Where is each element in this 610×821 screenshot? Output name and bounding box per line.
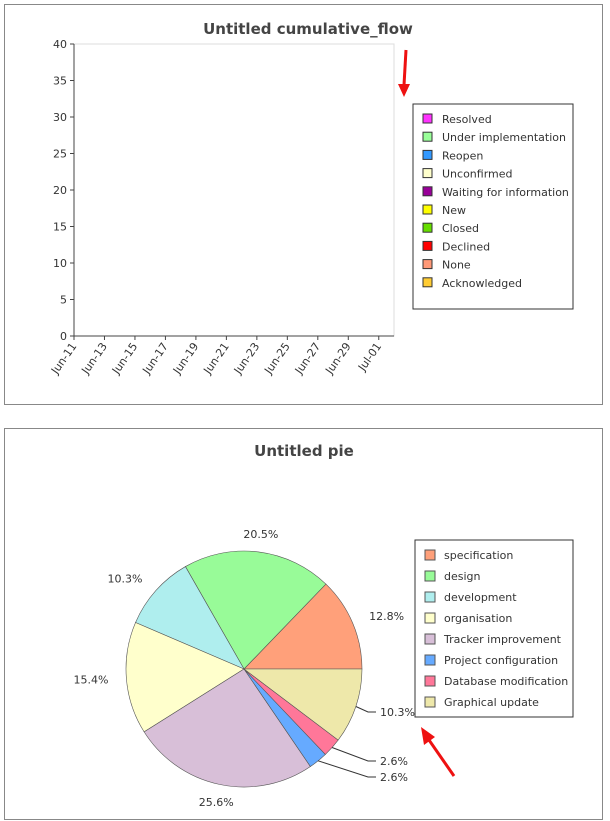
y-tick-label: 35 [53, 75, 67, 88]
legend-label-reopen: Reopen [442, 149, 483, 162]
arrow-head [398, 84, 410, 97]
legend-box [414, 539, 574, 718]
legend-box [412, 103, 574, 310]
legend-swatch-tracker-improvement [424, 633, 436, 645]
x-tick-label: Jun-15 [109, 340, 140, 377]
pie-label-specification: 12.8% [369, 610, 404, 623]
legend-swatch-acknowledged [422, 277, 433, 288]
legend-swatch-none [422, 259, 433, 270]
y-tick-label: 40 [53, 38, 67, 51]
legend-label-database-modification: Database modification [444, 675, 568, 688]
pie-slice-specification [243, 583, 363, 670]
arrow-head [421, 727, 435, 745]
x-tick-label: Jun-11 [48, 340, 79, 377]
legend-label-design: design [444, 570, 481, 583]
x-tick-label: Jun-29 [322, 340, 353, 377]
y-tick-label: 15 [53, 221, 67, 234]
legend-label-specification: specification [444, 549, 513, 562]
pie-slices [125, 550, 363, 788]
legend-swatch-under-implementation [422, 131, 433, 142]
legend-swatch-closed [422, 222, 433, 233]
x-tick-label: Jun-25 [261, 340, 292, 377]
annotation-arrow [398, 49, 410, 97]
chart-title: Untitled cumulative_flow [203, 20, 413, 38]
leader-line [317, 760, 376, 778]
pie-slice-design [185, 550, 327, 670]
legend-label-new: New [442, 204, 466, 217]
legend-swatch-unconfirmed [422, 168, 433, 179]
arrow-shaft [402, 49, 408, 86]
pie-label-design: 20.5% [243, 528, 278, 541]
axes: 0 5 10 15 20 25 30 35 40 Jun-11 Jun-13 Jun-15 Jun-17… [48, 38, 395, 377]
pie-slice-organisation [125, 622, 245, 733]
legend-label-none: None [442, 259, 471, 272]
legend-swatch-development [424, 591, 436, 603]
arrow-shaft [427, 739, 456, 777]
y-tick-label: 5 [60, 294, 67, 307]
legend-swatch-project-configuration [424, 654, 436, 666]
annotation-arrow [421, 727, 456, 777]
y-tick-label: 0 [60, 330, 67, 343]
pie-label-database-modification: 2.6% [380, 755, 408, 768]
pie-label-tracker-improvement: 25.6% [199, 796, 234, 809]
legend: Resolved Under implementation Reopen Unconf… [412, 103, 574, 310]
pie-labels: 12.8% 20.5% 10.3% 15.4% 25.6% 2.6% 2.6% 10.3% [73, 528, 414, 809]
pie-slice-development [135, 566, 245, 670]
pie-label-development: 10.3% [108, 572, 143, 585]
pie-slice-graphical-update [243, 668, 363, 741]
x-tick-label: Jun-17 [139, 340, 170, 377]
legend-swatch-declined [422, 240, 433, 251]
legend-swatch-new [422, 204, 433, 215]
legend-label-tracker-improvement: Tracker improvement [443, 633, 562, 646]
y-tick-label: 20 [53, 184, 67, 197]
legend-label-closed: Closed [442, 222, 479, 235]
legend-swatch-design [424, 570, 436, 582]
leader-line [355, 706, 376, 713]
cumulative-flow-chart: Untitled cumulative_flow 0 5 10 15 20 25 30 35 4… [48, 20, 574, 377]
legend-swatch-resolved [422, 113, 433, 124]
cumulative-flow-panel: Untitled cumulative_flow 0 5 10 15 20 25 30 35 4… [4, 4, 603, 405]
legend-label-resolved: Resolved [442, 113, 492, 126]
legend-swatch-waiting-for-information [422, 186, 433, 197]
pie-chart: Untitled pie 12.8% 20.5% 10.3% 15.4% 25.6% 2.… [73, 442, 574, 809]
pie-panel: Untitled pie 12.8% 20.5% 10.3% 15.4% 25.6% 2.… [4, 428, 603, 820]
x-tick-label: Jun-21 [200, 340, 231, 377]
legend: specification design development organisati… [414, 539, 574, 718]
legend-label-graphical-update: Graphical update [444, 696, 539, 709]
pie-label-project-configuration: 2.6% [380, 771, 408, 784]
legend-label-acknowledged: Acknowledged [442, 277, 522, 290]
legend-label-unconfirmed: Unconfirmed [442, 168, 513, 181]
x-tick-label: Jun-27 [292, 340, 323, 377]
pie-label-organisation: 15.4% [73, 674, 108, 687]
leader-line [331, 747, 376, 762]
x-tick-label: Jun-23 [231, 340, 262, 377]
legend-label-under-implementation: Under implementation [442, 131, 566, 144]
legend-swatch-specification [424, 549, 436, 561]
legend-label-waiting-for-information: Waiting for information [442, 186, 569, 199]
y-tick-label: 10 [53, 257, 67, 270]
x-tick-label: Jun-13 [79, 340, 110, 377]
legend-label-organisation: organisation [444, 612, 512, 625]
legend-swatch-organisation [424, 612, 436, 624]
legend-label-declined: Declined [442, 240, 490, 253]
pie-slice-tracker-improvement [143, 668, 311, 788]
plot-area [73, 43, 395, 337]
legend-swatch-database-modification [424, 675, 436, 687]
y-tick-label: 30 [53, 111, 67, 124]
chart-title: Untitled pie [254, 442, 354, 460]
legend-swatch-graphical-update [424, 696, 436, 708]
x-tick-label: Jun-19 [170, 340, 201, 377]
legend-label-project-configuration: Project configuration [444, 654, 558, 667]
y-tick-label: 25 [53, 148, 67, 161]
legend-swatch-reopen [422, 149, 433, 160]
pie-label-graphical-update: 10.3% [380, 706, 415, 719]
x-tick-label: Jul-01 [355, 340, 384, 374]
legend-label-development: development [444, 591, 517, 604]
